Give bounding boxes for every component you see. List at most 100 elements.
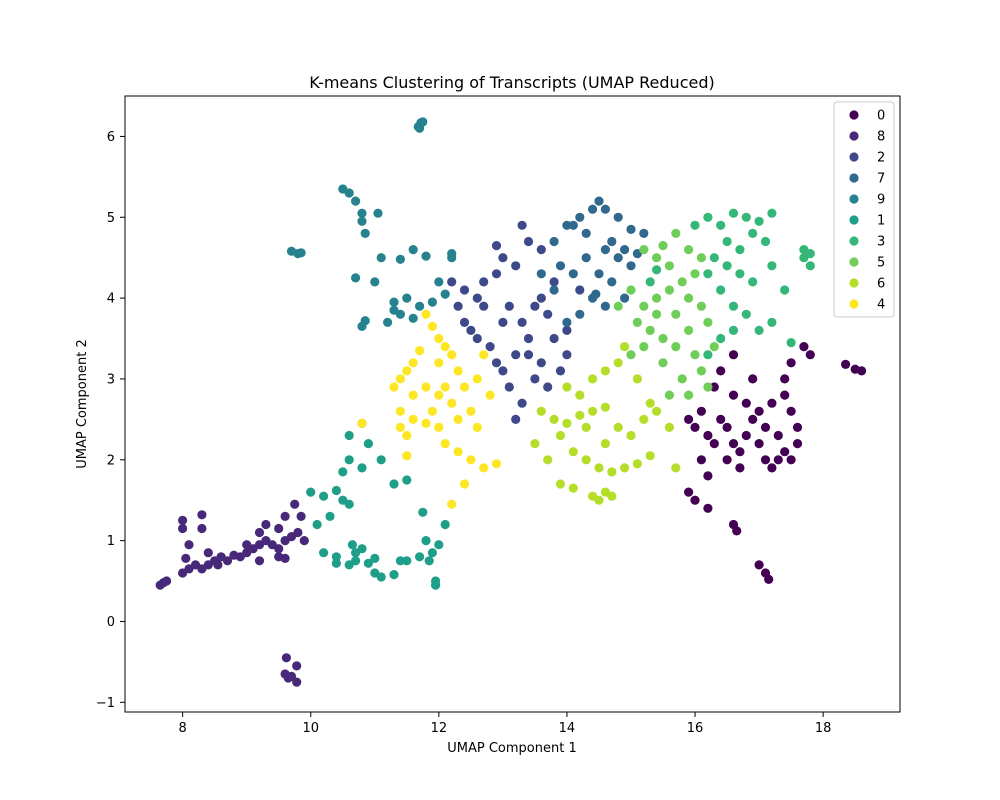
legend-marker-5 — [849, 257, 859, 267]
point-cluster-3 — [645, 277, 655, 287]
point-cluster-3 — [780, 285, 790, 295]
point-cluster-6 — [588, 374, 598, 384]
point-cluster-8 — [254, 556, 265, 566]
point-cluster-5 — [690, 350, 700, 360]
point-cluster-4 — [402, 451, 412, 461]
point-cluster-8 — [203, 548, 213, 558]
point-cluster-4 — [453, 414, 463, 424]
point-cluster-5 — [684, 293, 694, 303]
point-cluster-6 — [613, 358, 623, 368]
point-cluster-1 — [389, 570, 399, 580]
point-cluster-5 — [664, 390, 675, 400]
legend-label-1: 1 — [877, 214, 885, 229]
point-cluster-0 — [792, 439, 803, 449]
point-cluster-1 — [363, 558, 373, 568]
point-cluster-5 — [684, 245, 694, 255]
x-tick-label: 10 — [302, 721, 319, 736]
point-cluster-4 — [485, 390, 495, 400]
point-cluster-2 — [530, 374, 540, 384]
point-cluster-6 — [575, 390, 585, 400]
point-cluster-5 — [703, 382, 713, 392]
point-cluster-9 — [344, 188, 354, 198]
legend-label-0: 0 — [877, 109, 885, 124]
x-axis-label: UMAP Component 1 — [447, 741, 576, 756]
point-cluster-6 — [645, 451, 655, 461]
point-cluster-3 — [709, 253, 719, 263]
point-cluster-1 — [331, 558, 341, 568]
point-cluster-0 — [735, 447, 745, 457]
point-cluster-8 — [292, 677, 302, 687]
legend-label-8: 8 — [877, 130, 885, 145]
point-cluster-1 — [376, 455, 386, 465]
point-cluster-4 — [434, 422, 444, 432]
point-cluster-8 — [261, 519, 271, 530]
point-cluster-7 — [536, 269, 546, 279]
point-cluster-8 — [254, 527, 265, 538]
point-cluster-1 — [338, 467, 348, 477]
point-cluster-0 — [696, 406, 707, 416]
point-cluster-4 — [434, 390, 444, 400]
point-cluster-9 — [360, 228, 370, 238]
legend-label-6: 6 — [877, 277, 885, 292]
point-cluster-0 — [767, 463, 777, 473]
point-cluster-0 — [728, 390, 739, 400]
point-cluster-6 — [613, 422, 623, 432]
point-cluster-4 — [440, 342, 450, 352]
point-cluster-2 — [466, 325, 476, 335]
point-cluster-8 — [162, 576, 172, 586]
point-cluster-9 — [370, 277, 380, 287]
point-cluster-8 — [222, 556, 233, 566]
point-cluster-2 — [575, 285, 585, 295]
point-cluster-6 — [632, 459, 643, 469]
point-cluster-3 — [805, 249, 815, 259]
point-cluster-4 — [421, 418, 431, 428]
point-cluster-0 — [728, 350, 739, 360]
point-cluster-6 — [607, 491, 617, 501]
point-cluster-3 — [748, 228, 758, 238]
point-cluster-9 — [440, 289, 450, 299]
point-cluster-7 — [549, 285, 559, 295]
legend-marker-2 — [849, 152, 859, 162]
point-cluster-5 — [703, 317, 713, 327]
point-cluster-8 — [296, 511, 306, 521]
point-cluster-3 — [722, 236, 732, 247]
point-cluster-4 — [472, 422, 482, 432]
point-cluster-8 — [181, 553, 191, 564]
point-cluster-3 — [767, 261, 777, 271]
point-cluster-3 — [760, 236, 771, 247]
point-cluster-2 — [517, 220, 527, 230]
point-cluster-5 — [639, 301, 649, 311]
point-cluster-1 — [325, 511, 335, 521]
point-cluster-6 — [568, 483, 578, 493]
point-cluster-9 — [351, 273, 361, 283]
point-cluster-2 — [472, 293, 482, 303]
point-cluster-7 — [549, 236, 559, 247]
point-cluster-3 — [748, 277, 758, 287]
point-cluster-2 — [562, 325, 572, 335]
point-cluster-0 — [684, 414, 694, 424]
point-cluster-2 — [491, 269, 502, 279]
point-cluster-7 — [620, 293, 630, 303]
point-cluster-7 — [620, 245, 630, 255]
point-cluster-2 — [523, 333, 534, 344]
point-cluster-1 — [344, 499, 354, 509]
point-cluster-7 — [626, 224, 636, 234]
point-cluster-9 — [357, 208, 367, 218]
point-cluster-5 — [709, 342, 719, 352]
point-cluster-4 — [447, 350, 457, 360]
point-cluster-2 — [523, 350, 534, 360]
point-cluster-0 — [767, 398, 777, 408]
point-cluster-8 — [274, 544, 284, 554]
point-cluster-6 — [530, 439, 540, 449]
point-cluster-3 — [728, 208, 739, 218]
point-cluster-0 — [709, 439, 719, 449]
point-cluster-2 — [530, 301, 540, 311]
point-cluster-3 — [767, 317, 777, 327]
point-cluster-5 — [658, 241, 668, 251]
point-cluster-5 — [696, 301, 707, 311]
point-cluster-2 — [517, 398, 527, 408]
point-cluster-3 — [735, 245, 745, 255]
point-cluster-5 — [626, 285, 636, 295]
point-cluster-0 — [690, 495, 700, 505]
point-cluster-2 — [498, 253, 508, 263]
